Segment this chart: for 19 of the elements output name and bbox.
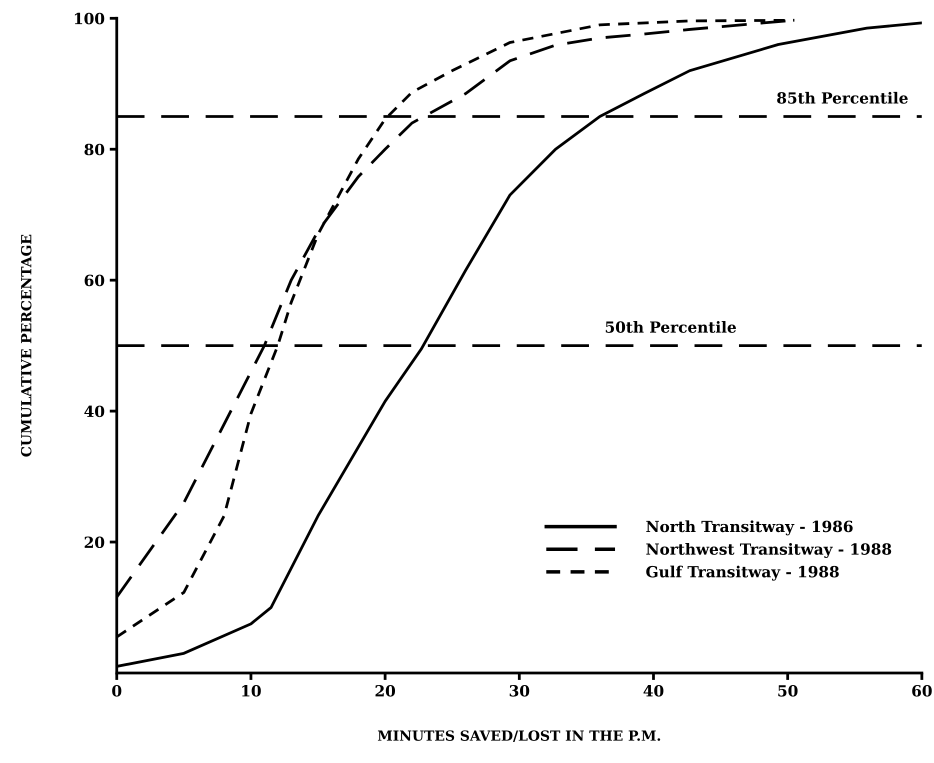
x-tick-label: 30: [510, 685, 530, 697]
x-tick-label: 0: [112, 685, 122, 697]
x-tick-label: 10: [242, 685, 261, 697]
ref-line-label: 85th Percentile: [777, 92, 908, 104]
x-tick-label: 20: [376, 685, 396, 697]
legend-label: North Transitway - 1986: [646, 520, 853, 536]
y-tick-label: 80: [84, 144, 104, 156]
y-tick-label: 40: [84, 406, 104, 418]
legend-label: Northwest Transitway - 1988: [646, 543, 892, 558]
y-axis-title: CUMULATIVE PERCENTAGE: [20, 234, 32, 457]
y-tick-label: 60: [84, 274, 104, 286]
x-tick-label: 50: [778, 685, 798, 697]
y-tick-label: 100: [74, 12, 104, 24]
x-tick-label: 60: [912, 685, 932, 697]
legend-label: Gulf Transitway - 1988: [646, 566, 839, 581]
x-axis-title: MINUTES SAVED/LOST IN THE P.M.: [378, 730, 660, 742]
x-tick-label: 40: [643, 685, 664, 697]
y-tick-label: 20: [84, 536, 104, 548]
ref-line-label: 50th Percentile: [606, 321, 736, 333]
